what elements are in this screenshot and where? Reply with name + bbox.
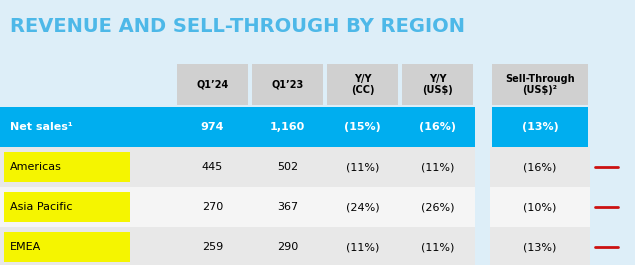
Text: EMEA: EMEA: [10, 242, 41, 252]
Bar: [492, 107, 588, 147]
Text: (13%): (13%): [523, 242, 557, 252]
Text: (11%): (11%): [421, 162, 454, 172]
Bar: [252, 64, 323, 105]
Bar: [0, 107, 475, 147]
Text: 290: 290: [277, 242, 298, 252]
Bar: [4, 232, 130, 262]
Bar: [490, 187, 590, 227]
Text: 270: 270: [202, 202, 223, 212]
Text: Y/Y
(CC): Y/Y (CC): [351, 74, 374, 95]
Text: Y/Y
(US$): Y/Y (US$): [422, 74, 453, 95]
Bar: [4, 152, 130, 182]
Bar: [0, 227, 475, 265]
Bar: [327, 64, 398, 105]
Bar: [490, 227, 590, 265]
Bar: [490, 147, 590, 187]
Text: (16%): (16%): [419, 122, 456, 132]
Bar: [4, 192, 130, 222]
Text: Asia Pacific: Asia Pacific: [10, 202, 72, 212]
Text: 367: 367: [277, 202, 298, 212]
Bar: [0, 0, 635, 52]
Text: (11%): (11%): [346, 242, 379, 252]
Text: Americas: Americas: [10, 162, 62, 172]
Text: REVENUE AND SELL-THROUGH BY REGION: REVENUE AND SELL-THROUGH BY REGION: [10, 16, 465, 36]
Bar: [0, 187, 475, 227]
Text: 502: 502: [277, 162, 298, 172]
Text: (24%): (24%): [345, 202, 379, 212]
Text: Q1’24: Q1’24: [196, 80, 229, 90]
Text: 974: 974: [201, 122, 224, 132]
Text: (26%): (26%): [421, 202, 454, 212]
Text: (13%): (13%): [521, 122, 558, 132]
Text: Q1’23: Q1’23: [271, 80, 304, 90]
Text: (16%): (16%): [523, 162, 557, 172]
Text: (15%): (15%): [344, 122, 381, 132]
Text: 1,160: 1,160: [270, 122, 305, 132]
Text: Net sales¹: Net sales¹: [10, 122, 73, 132]
Text: (11%): (11%): [346, 162, 379, 172]
Bar: [492, 64, 588, 105]
Bar: [0, 147, 475, 187]
Text: 259: 259: [202, 242, 223, 252]
Bar: [177, 64, 248, 105]
Text: Sell-Through
(US$)²: Sell-Through (US$)²: [505, 74, 575, 95]
Bar: [402, 64, 473, 105]
Text: (10%): (10%): [523, 202, 557, 212]
Text: 445: 445: [202, 162, 223, 172]
Text: (11%): (11%): [421, 242, 454, 252]
